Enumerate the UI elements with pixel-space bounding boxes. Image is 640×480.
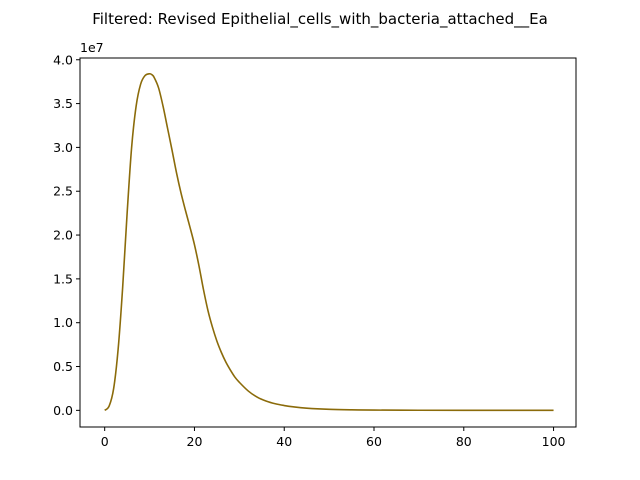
y-tick-label: 2.0 — [53, 228, 73, 243]
series-line — [104, 72, 554, 412]
x-tick-label: 40 — [276, 434, 292, 449]
y-tick-label: 0.5 — [53, 359, 73, 374]
y-axis: 0.0 0.5 1.0 1.5 2.0 2.5 3.0 3.5 4.0 — [53, 52, 80, 418]
x-tick-label: 100 — [542, 434, 566, 449]
series-layer — [104, 72, 554, 412]
x-tick-label: 80 — [456, 434, 472, 449]
x-tick-label: 0 — [101, 434, 109, 449]
x-axis: 0 20 40 60 80 100 — [101, 427, 566, 449]
chart-title: Filtered: Revised Epithelial_cells_with_… — [92, 10, 548, 29]
y-tick-label: 0.0 — [53, 403, 73, 418]
y-tick-label: 1.0 — [53, 315, 73, 330]
x-tick-label: 60 — [366, 434, 382, 449]
x-tick-label: 20 — [187, 434, 203, 449]
plot-frame — [79, 57, 577, 428]
y-tick-label: 4.0 — [53, 52, 73, 67]
y-offset-label: 1e7 — [80, 40, 104, 55]
y-tick-label: 3.0 — [53, 140, 73, 155]
y-tick-label: 2.5 — [53, 184, 73, 199]
y-tick-label: 3.5 — [53, 96, 73, 111]
y-tick-label: 1.5 — [53, 271, 73, 286]
